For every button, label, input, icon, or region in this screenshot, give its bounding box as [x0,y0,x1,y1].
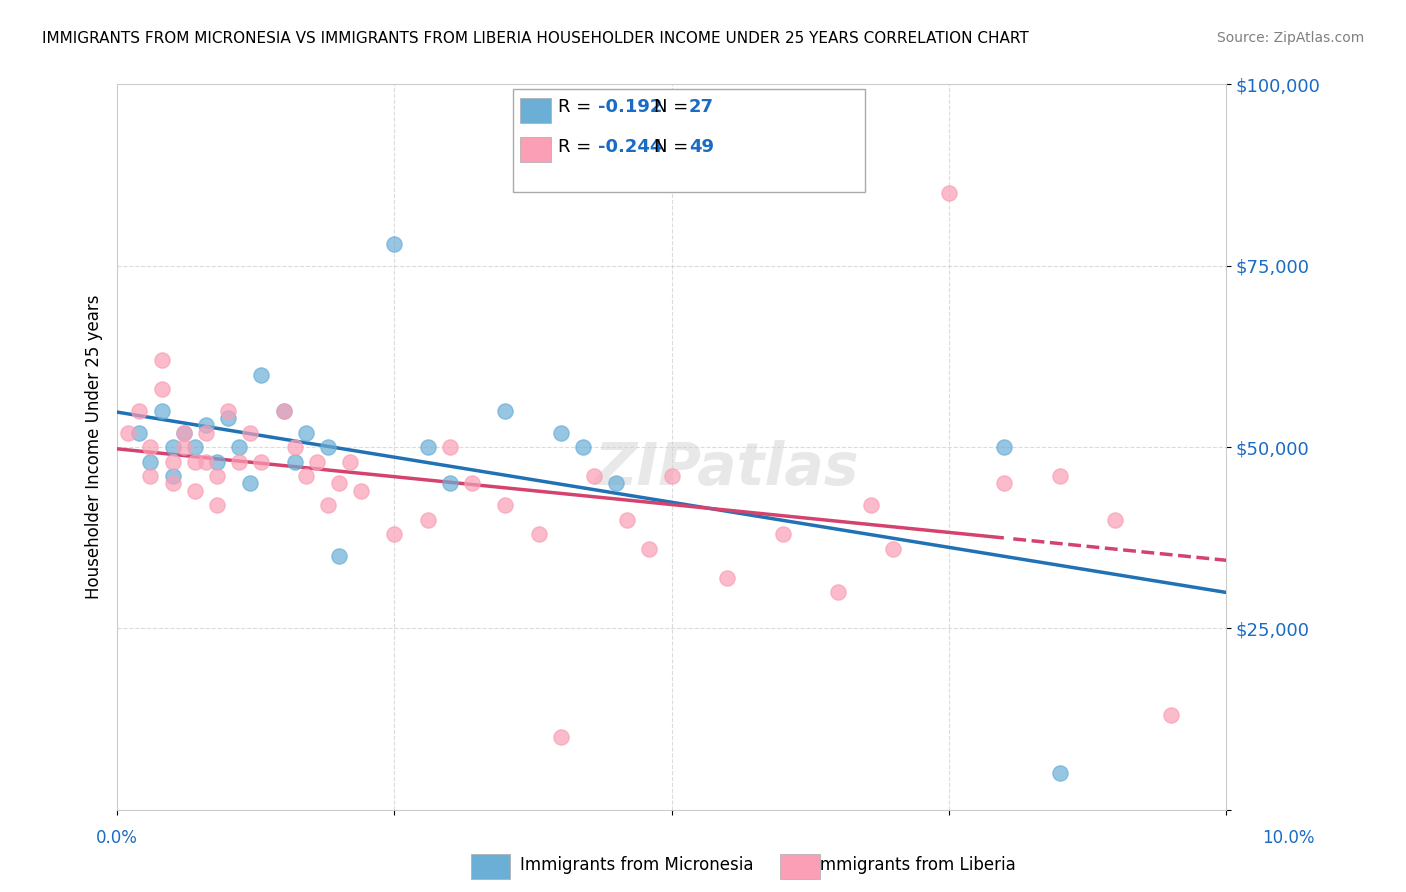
Point [616,513,638,527]
Point [1049,766,1071,780]
Point [173,440,195,454]
Point [416,513,439,527]
Point [993,476,1015,491]
Point [150,353,173,368]
Text: 27: 27 [689,98,714,116]
Text: R =: R = [558,138,598,156]
Point [605,476,627,491]
Point [384,527,406,541]
Point [716,571,738,585]
Point [1160,708,1182,723]
Point [228,440,250,454]
Point [461,476,484,491]
Text: N =: N = [654,98,693,116]
Point [582,469,605,483]
Point [661,469,683,483]
Point [572,440,595,454]
Point [284,440,307,454]
Point [384,237,406,252]
Point [217,411,239,425]
Point [239,425,262,440]
Point [860,498,883,512]
Text: N =: N = [654,138,693,156]
Text: 10.0%: 10.0% [1263,829,1315,847]
Point [139,454,162,468]
Point [217,404,239,418]
Point [316,498,339,512]
Point [128,425,150,440]
Point [117,425,139,440]
Point [239,476,262,491]
Text: R =: R = [558,98,598,116]
Point [150,404,173,418]
Point [162,454,184,468]
Point [882,541,904,556]
Point [184,440,207,454]
Point [1104,513,1126,527]
Point [416,440,439,454]
Point [284,454,307,468]
Point [316,440,339,454]
Point [294,425,316,440]
Y-axis label: Householder Income Under 25 years: Householder Income Under 25 years [86,295,103,599]
Point [772,527,794,541]
Point [328,476,350,491]
Point [993,440,1015,454]
Point [250,368,273,382]
Point [439,476,461,491]
Point [494,498,516,512]
Point [162,469,184,483]
Point [273,404,295,418]
Text: 0.0%: 0.0% [96,829,138,847]
Text: ZIPatlas: ZIPatlas [595,441,859,498]
Point [194,454,217,468]
Point [205,469,228,483]
Point [250,454,273,468]
Point [150,382,173,396]
Point [205,498,228,512]
Text: Immigrants from Micronesia: Immigrants from Micronesia [520,856,754,874]
Point [550,730,572,744]
Point [339,454,361,468]
Text: Source: ZipAtlas.com: Source: ZipAtlas.com [1216,31,1364,45]
Point [173,425,195,440]
Point [827,585,849,599]
Point [305,454,328,468]
Point [139,440,162,454]
Point [184,454,207,468]
Point [328,549,350,563]
Point [139,469,162,483]
Point [638,541,661,556]
Point [194,418,217,433]
Point [162,476,184,491]
Point [294,469,316,483]
Point [184,483,207,498]
Point [527,527,550,541]
Point [162,440,184,454]
Point [439,440,461,454]
Point [938,186,960,201]
Text: 49: 49 [689,138,714,156]
Point [550,425,572,440]
Text: -0.192: -0.192 [598,98,662,116]
Point [128,404,150,418]
Point [273,404,295,418]
Point [350,483,373,498]
Point [205,454,228,468]
Text: IMMIGRANTS FROM MICRONESIA VS IMMIGRANTS FROM LIBERIA HOUSEHOLDER INCOME UNDER 2: IMMIGRANTS FROM MICRONESIA VS IMMIGRANTS… [42,31,1029,46]
Text: -0.244: -0.244 [598,138,662,156]
Point [194,425,217,440]
Point [1049,469,1071,483]
Text: Immigrants from Liberia: Immigrants from Liberia [815,856,1017,874]
Point [228,454,250,468]
Point [494,404,516,418]
Point [173,425,195,440]
